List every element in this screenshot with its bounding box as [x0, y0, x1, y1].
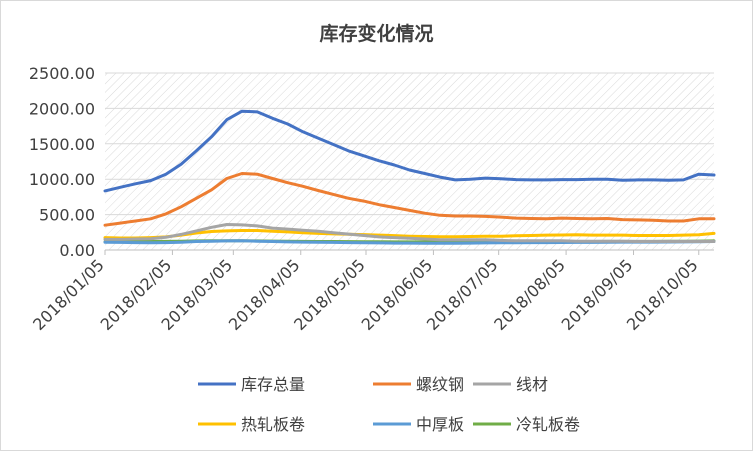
legend-label: 中厚板 — [416, 415, 464, 434]
chart-title: 库存变化情况 — [319, 23, 434, 45]
y-tick-label: 0.00 — [59, 241, 95, 260]
plot-area — [105, 73, 714, 250]
x-tick-label: 2018/10/05 — [623, 255, 702, 334]
x-tick-label: 2018/07/05 — [423, 255, 502, 334]
x-tick-label: 2018/05/05 — [290, 255, 369, 334]
series-line-2 — [103, 172, 716, 227]
legend-label: 热轧板卷 — [241, 415, 305, 434]
series-line-1 — [103, 109, 716, 193]
series-line-3 — [103, 223, 716, 243]
y-tick-label: 1500.00 — [29, 135, 95, 154]
y-tick-label: 2500.00 — [29, 64, 95, 83]
legend-label: 冷轧板卷 — [516, 415, 580, 434]
legend-label: 线材 — [516, 375, 548, 394]
legend-label: 螺纹钢 — [416, 375, 464, 394]
x-tick-label: 2018/01/05 — [29, 255, 108, 334]
y-tick-label: 1000.00 — [29, 170, 95, 189]
x-tick-label: 2018/08/05 — [490, 255, 569, 334]
legend-label: 库存总量 — [241, 375, 305, 394]
y-tick-label: 2000.00 — [29, 99, 95, 118]
series-line-4 — [103, 229, 716, 240]
y-tick-label: 500.00 — [39, 206, 95, 225]
